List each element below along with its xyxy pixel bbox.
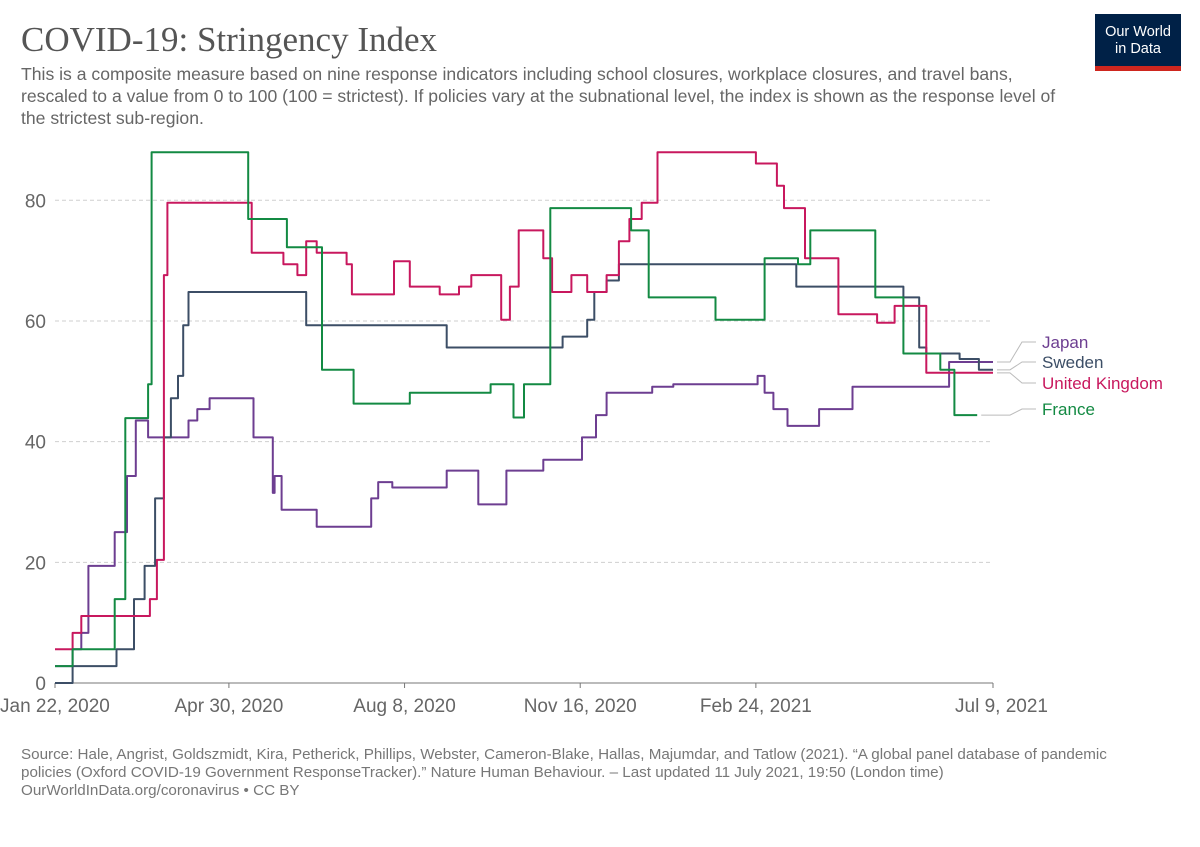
label-connector-japan: [997, 341, 1036, 363]
series-label-france: France: [1042, 400, 1095, 419]
chart-footer: Source: Hale, Angrist, Goldszmidt, Kira,…: [21, 746, 1141, 800]
label-connector-united-kingdom: [997, 372, 1036, 384]
x-tick-label: Jul 9, 2021: [955, 696, 1048, 717]
line-chart: 0 20 40 60 80 Jan 22, 2020 Apr 30, 2020 Aug 8, …: [0, 151, 1163, 717]
series-label-sweden: Sweden: [1042, 353, 1103, 372]
license-note[interactable]: OurWorldInData.org/coronavirus • CC BY: [21, 782, 300, 799]
y-tick-label: 40: [25, 433, 46, 454]
owid-logo[interactable]: Our World in Data: [1095, 14, 1181, 71]
series-line-france: [55, 151, 978, 668]
series-label-japan: Japan: [1042, 333, 1088, 352]
x-tick-label: Jan 22, 2020: [0, 696, 110, 717]
logo-accent-bar: [1095, 66, 1181, 71]
x-tick-label: Feb 24, 2021: [700, 696, 812, 717]
y-tick-label: 20: [25, 553, 46, 574]
x-tick-label: Apr 30, 2020: [174, 696, 283, 717]
label-connector-sweden: [997, 361, 1036, 371]
series-line-japan: [55, 361, 993, 668]
y-tick-label: 60: [25, 312, 46, 333]
series-label-united-kingdom: United Kingdom: [1042, 374, 1163, 393]
series-line-united-kingdom: [55, 151, 993, 651]
chart-subtitle: This is a composite measure based on nin…: [21, 64, 1056, 128]
x-tick-label: Aug 8, 2020: [353, 696, 455, 717]
x-tick-label: Nov 16, 2020: [524, 696, 637, 717]
y-tick-label: 0: [35, 674, 46, 695]
label-connector-france: [981, 408, 1036, 416]
source-note: Source: Hale, Angrist, Goldszmidt, Kira,…: [21, 746, 1107, 781]
logo-line-1: Our World: [1105, 24, 1171, 40]
chart-title: COVID-19: Stringency Index: [21, 20, 438, 59]
series-line-sweden: [55, 263, 993, 684]
y-tick-label: 80: [25, 191, 46, 212]
logo-line-2: in Data: [1115, 41, 1161, 57]
